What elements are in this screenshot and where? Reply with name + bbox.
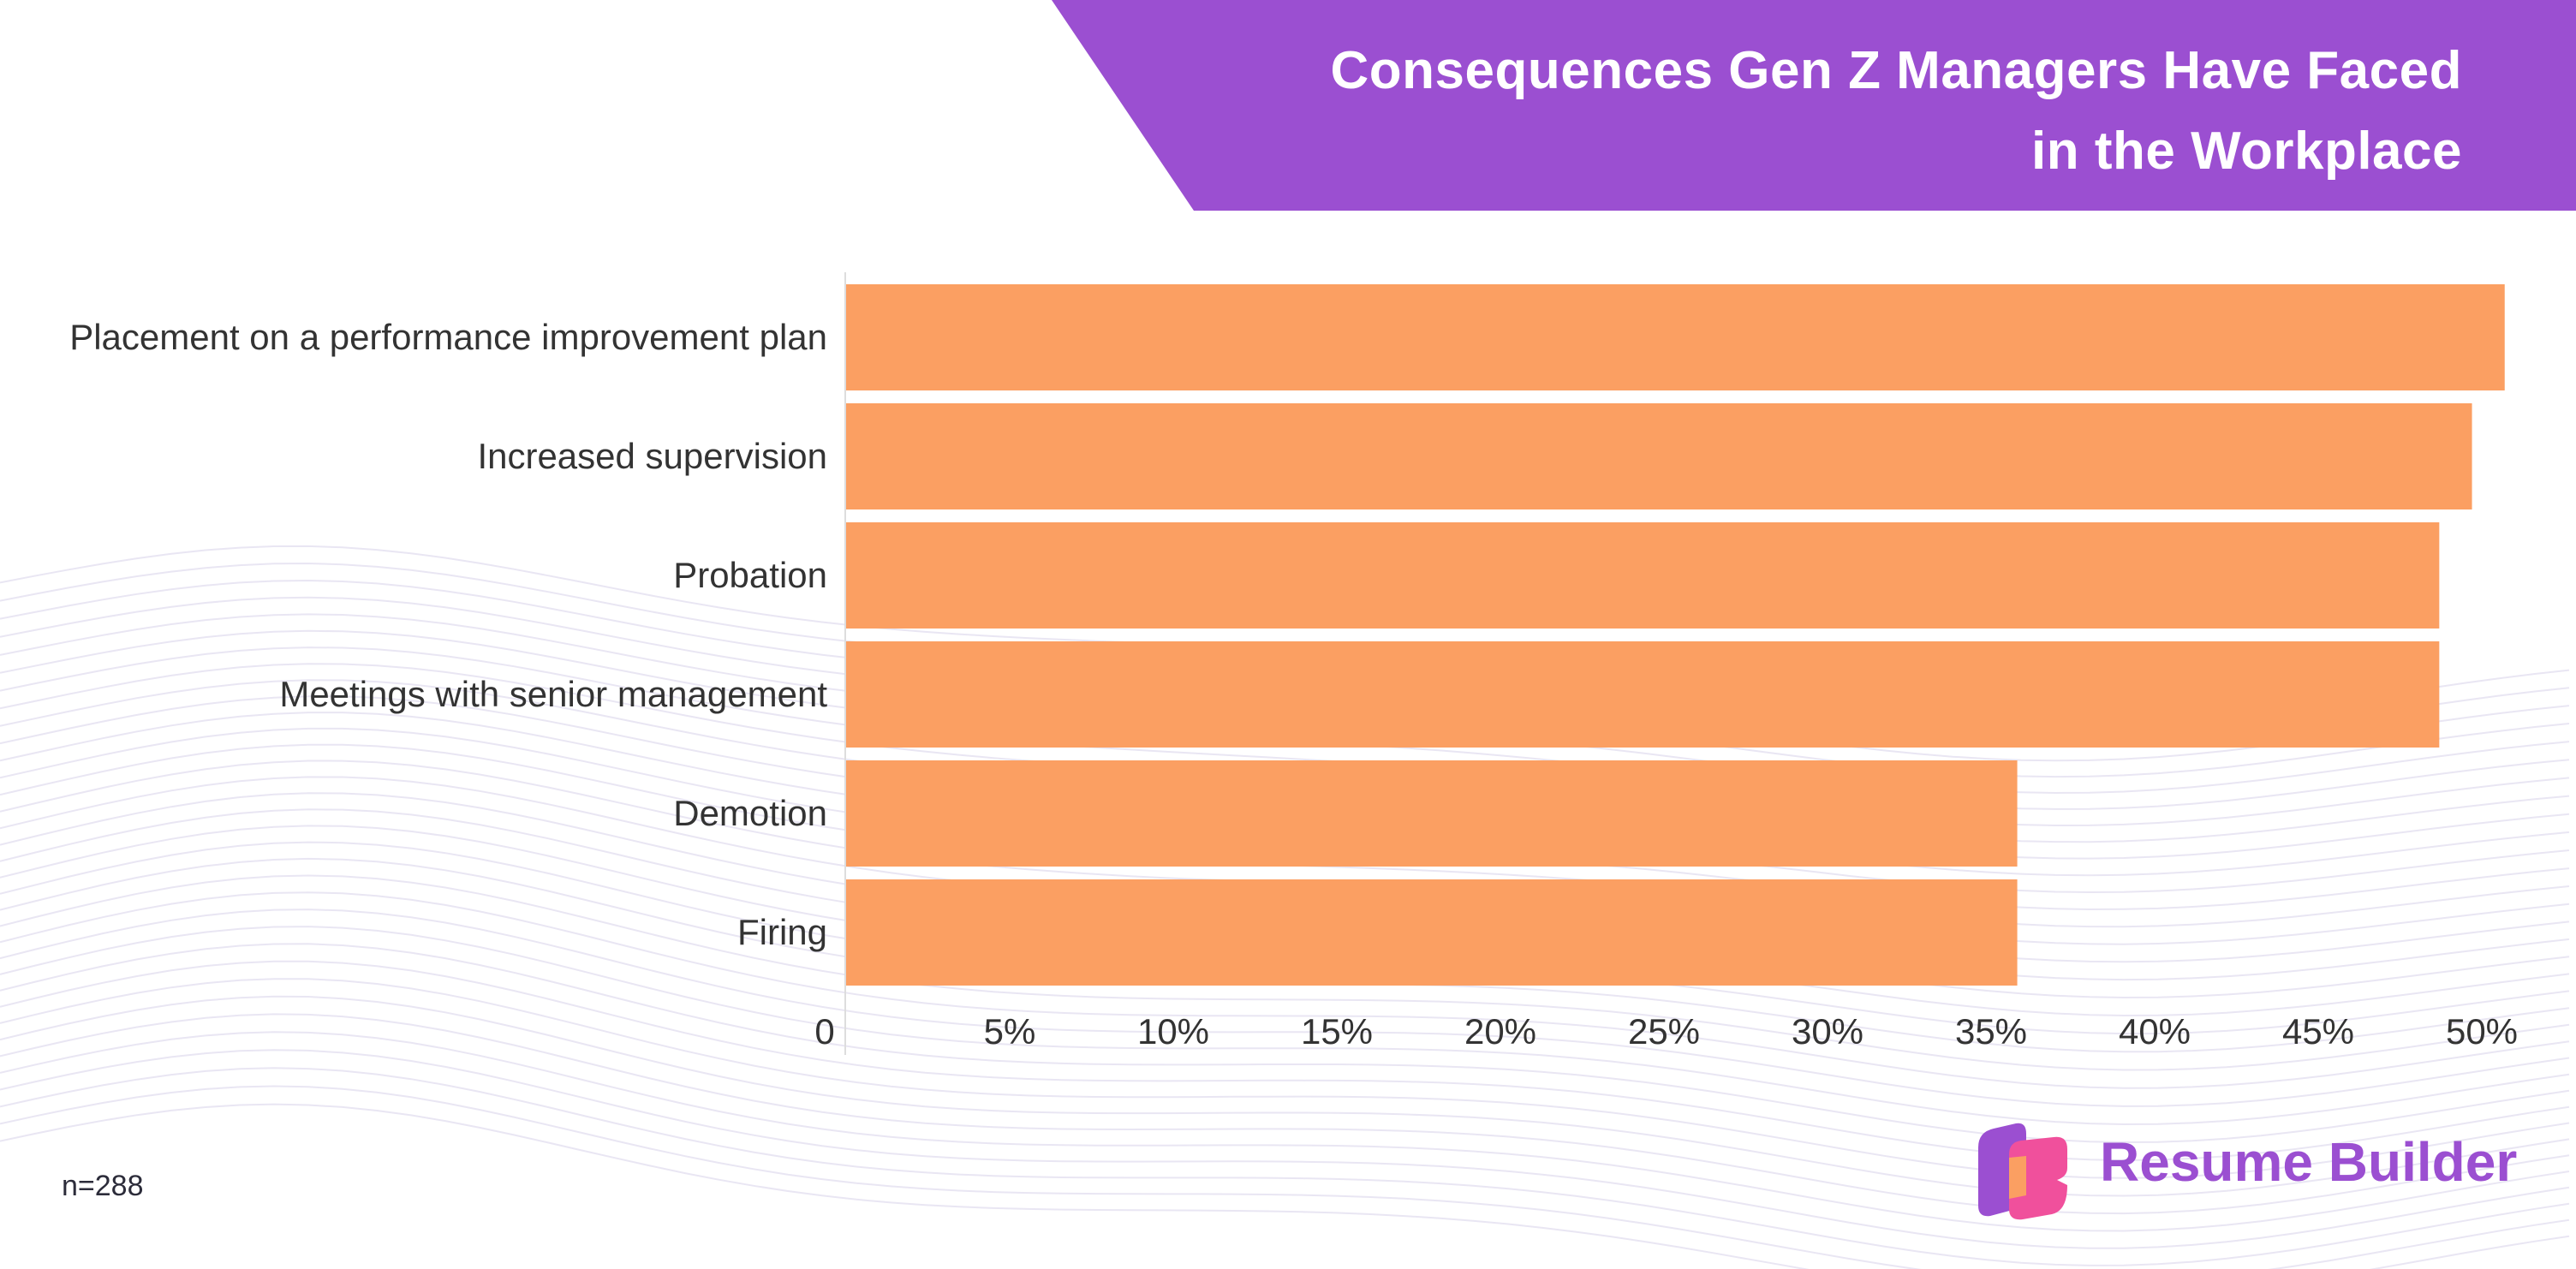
background-wave-line bbox=[0, 1085, 2570, 1269]
bar bbox=[846, 879, 2018, 986]
background-wave-line bbox=[0, 995, 2570, 1197]
brand-name: Resume Builder bbox=[2100, 1131, 2518, 1193]
x-tick-labels-group: 0 5% 10% 15% 20% 25% 30% 35% 40% 45% 50% bbox=[814, 1011, 2518, 1052]
x-tick-label: 50% bbox=[2446, 1011, 2518, 1052]
background-wave-line bbox=[0, 978, 2570, 1179]
resume-builder-logo-icon bbox=[1978, 1123, 2067, 1220]
background-wave-line bbox=[0, 1103, 2570, 1269]
background-wave-line bbox=[0, 926, 2570, 1126]
x-tick-label: 35% bbox=[1955, 1011, 2027, 1052]
bars-group bbox=[846, 284, 2505, 986]
x-tick-label: 15% bbox=[1301, 1011, 1373, 1052]
x-tick-label: 45% bbox=[2282, 1011, 2354, 1052]
x-tick-label: 0 bbox=[814, 1011, 834, 1052]
chart-title: Consequences Gen Z Managers Have Faced i… bbox=[1006, 31, 2462, 192]
category-label: Demotion bbox=[673, 793, 827, 833]
bar bbox=[846, 760, 2018, 867]
x-tick-label: 5% bbox=[984, 1011, 1036, 1052]
background-wave-line bbox=[0, 943, 2570, 1144]
x-tick-label: 30% bbox=[1792, 1011, 1863, 1052]
background-wave-line bbox=[0, 646, 2570, 827]
title-banner bbox=[1052, 0, 2576, 211]
category-label: Increased supervision bbox=[477, 436, 827, 476]
sample-size-note: n=288 bbox=[62, 1170, 144, 1202]
bar bbox=[846, 641, 2440, 748]
background-wave-line bbox=[0, 960, 2570, 1162]
bar bbox=[846, 403, 2472, 509]
x-tick-label: 20% bbox=[1464, 1011, 1536, 1052]
background-wave-line bbox=[0, 874, 2570, 1071]
background-wave-line bbox=[0, 1013, 2570, 1215]
category-label: Meetings with senior management bbox=[279, 674, 827, 714]
background-wave-line bbox=[0, 909, 2570, 1107]
bar bbox=[846, 284, 2505, 390]
x-tick-label: 40% bbox=[2119, 1011, 2191, 1052]
x-tick-label: 25% bbox=[1628, 1011, 1700, 1052]
brand-logo: Resume Builder bbox=[1975, 1110, 2540, 1221]
chart-title-line-2: in the Workplace bbox=[2031, 122, 2462, 181]
category-label: Placement on a performance improvement p… bbox=[69, 317, 827, 357]
category-labels-group: Placement on a performance improvement p… bbox=[69, 317, 827, 952]
background-wave-line bbox=[0, 891, 2570, 1089]
x-tick-label: 10% bbox=[1137, 1011, 1209, 1052]
category-label: Probation bbox=[673, 555, 827, 595]
background-wave-line bbox=[0, 1031, 2570, 1232]
category-label: Firing bbox=[737, 912, 827, 952]
bar bbox=[846, 522, 2440, 629]
background-wave-line bbox=[0, 1049, 2570, 1249]
background-wave-line bbox=[0, 1067, 2570, 1266]
chart-title-line-1: Consequences Gen Z Managers Have Faced bbox=[1330, 41, 2462, 100]
